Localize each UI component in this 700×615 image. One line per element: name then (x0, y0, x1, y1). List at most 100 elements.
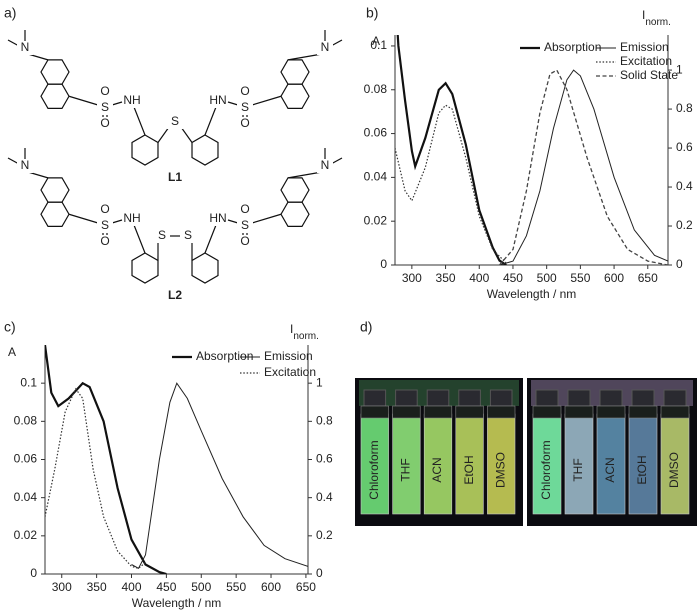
x-tick-label: 550 (226, 580, 246, 594)
atom-bg (17, 159, 33, 173)
atom-bg (97, 219, 113, 233)
ring (40, 59, 70, 85)
y2-axis-label-main: I (290, 322, 293, 336)
vial-label: THF (399, 458, 413, 481)
bond (157, 126, 170, 143)
atom-bg (317, 41, 333, 55)
y2-tick-label: 0 (316, 566, 323, 580)
bond (133, 224, 146, 254)
atom-bg (180, 229, 196, 243)
atom-bg (210, 94, 226, 108)
panel-label: c) (4, 319, 16, 335)
y-tick-label: 0.06 (364, 126, 388, 140)
vial (564, 413, 594, 515)
atom-label: NH (123, 93, 140, 107)
vial-cap (535, 389, 559, 407)
atom-bg (210, 212, 226, 226)
atom-label: O (100, 202, 109, 216)
y-tick-label: 0.08 (364, 82, 388, 96)
atom-bg (237, 235, 253, 249)
atom-bg (237, 203, 253, 217)
bond (204, 106, 217, 136)
y2-tick-label: 0.8 (316, 414, 333, 428)
bond (251, 213, 282, 224)
legend-label: Excitation (620, 54, 672, 68)
y2-tick-label: 0.4 (316, 490, 333, 504)
bond (68, 95, 99, 106)
atom-bg (97, 85, 113, 99)
y2-axis-label-sub: norm. (293, 331, 319, 342)
atom-label: O (100, 116, 109, 130)
y-tick-label: 0.04 (364, 170, 388, 184)
vial-cap (395, 389, 418, 407)
x-tick-label: 300 (52, 580, 72, 594)
bond (180, 126, 193, 143)
bond (251, 95, 282, 106)
y2-axis-label: Inorm. (642, 8, 671, 27)
atom-label: S (241, 100, 249, 114)
atom-bg (17, 41, 33, 55)
atom-bg (124, 212, 140, 226)
vial-label: ACN (603, 457, 617, 482)
atom-label: N (321, 158, 330, 172)
vial-cap (426, 389, 450, 407)
atom-label: O (240, 116, 249, 130)
y2-tick-label: 0.6 (316, 452, 333, 466)
y-tick-label: 0.1 (370, 38, 387, 52)
atom-bg (97, 117, 113, 131)
atom-label: O (100, 84, 109, 98)
y2-tick-label: 0.4 (676, 179, 693, 193)
atom-bg (97, 235, 113, 249)
x-tick-label: 400 (469, 271, 489, 285)
ring (280, 201, 310, 227)
ring (280, 59, 310, 85)
vial-top (455, 405, 484, 419)
legend-label: Absorption (544, 40, 601, 54)
legend-label: Absorption (196, 349, 253, 363)
vial-cap (663, 389, 687, 407)
ring (191, 134, 219, 166)
y2-tick-label: 0.8 (676, 101, 693, 115)
atom-label: S (241, 218, 249, 232)
vial-cap (458, 389, 481, 407)
series-line (396, 35, 507, 265)
vial-cap (599, 389, 623, 407)
vial-label: Chloroform (539, 440, 553, 499)
atom-bg (237, 101, 253, 115)
x-tick-label: 400 (121, 580, 141, 594)
x-tick-label: 650 (638, 271, 658, 285)
bond (204, 224, 217, 254)
vial (455, 413, 484, 515)
atom-bg (124, 94, 140, 108)
x-axis-label: Wavelength / nm (487, 287, 577, 301)
y2-tick-label: 1 (676, 62, 683, 76)
y2-axis-label: Inorm. (290, 322, 319, 341)
bond (287, 53, 323, 61)
x-tick-label: 350 (436, 271, 456, 285)
atom-bg (97, 101, 113, 115)
vial-label: EtOH (462, 455, 476, 484)
atom-bg (154, 229, 170, 243)
y-tick-label: 0.04 (14, 490, 38, 504)
atom-label: S (184, 228, 192, 242)
legend-label: Excitation (264, 365, 316, 379)
y2-tick-label: 0.2 (316, 528, 333, 542)
bond (287, 171, 323, 179)
atom-bg (97, 203, 113, 217)
legend-label: Solid State (620, 68, 678, 82)
vial-top (392, 405, 421, 419)
ring (131, 252, 159, 284)
bond (133, 106, 146, 136)
y-tick-label: 0.08 (14, 414, 38, 428)
y-tick-label: 0.06 (14, 452, 38, 466)
y-tick-label: 0.02 (14, 528, 38, 542)
vial (360, 413, 389, 515)
atom-label: S (158, 228, 166, 242)
atom-label: S (171, 114, 179, 128)
vial-label: EtOH (635, 455, 649, 484)
y-tick-label: 0.1 (20, 375, 37, 389)
ring (40, 201, 70, 227)
y2-tick-label: 1 (316, 375, 323, 389)
y2-tick-label: 0.6 (676, 140, 693, 154)
